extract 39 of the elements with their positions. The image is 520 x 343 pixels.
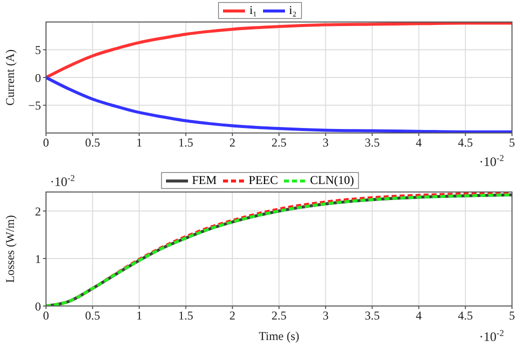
x-tick-label: 4.5 — [458, 136, 473, 150]
legend-label: FEM — [192, 173, 217, 188]
x-tick-label: 1.5 — [178, 308, 194, 323]
legend-label: PEEC — [248, 173, 278, 188]
x-tick-label: 2 — [229, 136, 236, 150]
legend-label: i₂ — [289, 3, 297, 18]
legend-label: i₁ — [249, 3, 257, 18]
x-tick-label: 0.5 — [85, 136, 100, 150]
y-tick-label: 1 — [35, 252, 41, 266]
y-tick-label: −5 — [28, 98, 41, 113]
x-tick-label: 2 — [229, 308, 236, 323]
line-series — [46, 76, 512, 133]
y-tick-label: 5 — [35, 43, 41, 58]
x-tick-label: 3.5 — [364, 308, 380, 323]
text: ·10$^{-2}$ — [479, 328, 504, 343]
x-axis-title: Time (s) — [258, 329, 300, 343]
x-tick-label: 3.5 — [364, 136, 380, 150]
x-tick-label: 5 — [509, 136, 515, 150]
y-tick-label: 0 — [35, 70, 41, 85]
y-axis-title: Current (A) — [3, 49, 17, 106]
x-tick-label: 4.5 — [458, 308, 473, 323]
x-tick-label: 0.5 — [85, 308, 100, 323]
x-tick-label: 3 — [322, 136, 329, 150]
legend-label: CLN(10) — [310, 173, 354, 188]
x-tick-label: 4 — [416, 136, 422, 150]
y-tick-label: 2 — [35, 204, 41, 218]
x-tick-label: 2.5 — [272, 136, 286, 150]
x-tick-label: 3 — [322, 308, 329, 323]
line-series — [46, 22, 512, 79]
y-axis-title: Losses (W/m) — [3, 215, 17, 283]
text: ·10$^{-2}$ — [479, 153, 504, 169]
x-tick-label: 4 — [416, 308, 422, 323]
x-tick-label: 5 — [509, 308, 515, 323]
x-tick-label: 2.5 — [272, 308, 286, 323]
x-tick-label: 1 — [136, 136, 142, 150]
x-tick-label: 1.5 — [178, 136, 194, 150]
x-tick-label: 1 — [136, 308, 142, 323]
y-tick-label: 0 — [35, 299, 41, 314]
text: ·10$^{-2}$ — [50, 173, 75, 189]
